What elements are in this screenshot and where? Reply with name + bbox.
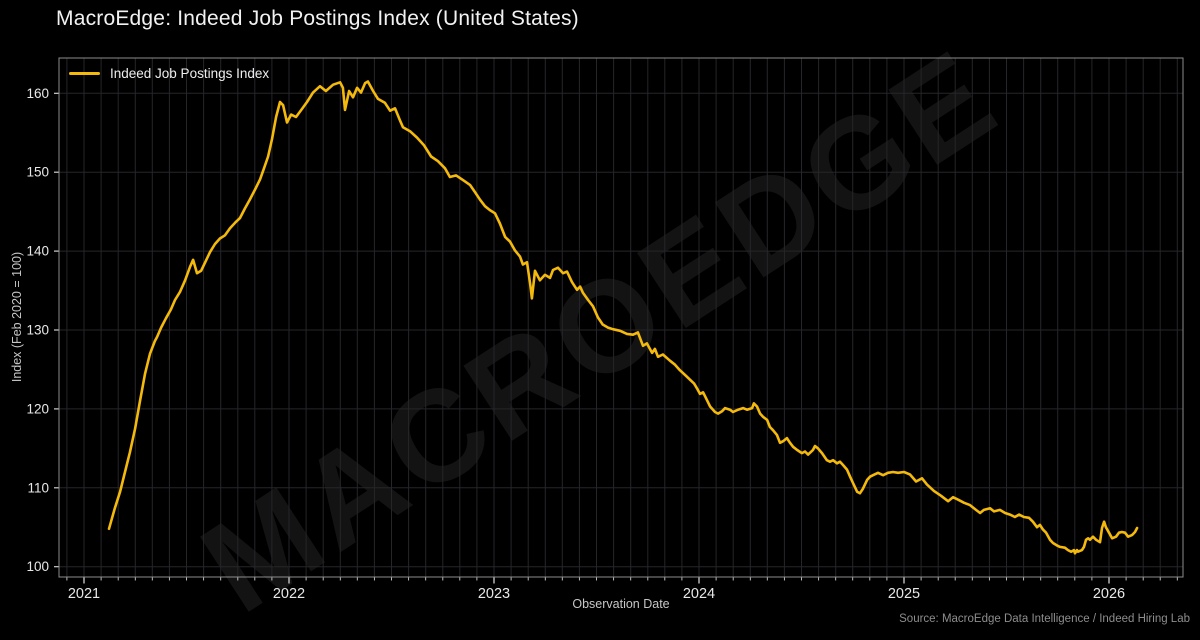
y-tick-label: 150 bbox=[26, 165, 49, 180]
x-tick-label: 2021 bbox=[68, 586, 100, 602]
y-tick-label: 120 bbox=[26, 401, 49, 416]
x-tick-label: 2023 bbox=[478, 586, 510, 602]
plot-border bbox=[58, 57, 1184, 578]
y-tick-label: 130 bbox=[26, 323, 49, 338]
chart-title: MacroEdge: Indeed Job Postings Index (Un… bbox=[56, 7, 579, 30]
x-tick-label: 2024 bbox=[683, 586, 715, 602]
x-tick-label: 2025 bbox=[888, 586, 920, 602]
y-tick-label: 110 bbox=[27, 480, 49, 495]
x-axis-title: Observation Date bbox=[572, 597, 670, 611]
y-axis-title: Index (Feb 2020 = 100) bbox=[10, 251, 24, 383]
y-tick-label: 140 bbox=[26, 244, 49, 259]
y-tick-label: 100 bbox=[26, 559, 49, 574]
series-line-indeed-job-postings-index bbox=[107, 80, 1139, 555]
legend-line-swatch bbox=[69, 71, 100, 76]
source-credit: Source: MacroEdge Data Intelligence / In… bbox=[899, 613, 1190, 625]
x-tick-label: 2026 bbox=[1093, 586, 1125, 602]
x-tick-label: 2022 bbox=[273, 586, 305, 602]
legend-label: Indeed Job Postings Index bbox=[110, 66, 270, 81]
y-tick-label: 160 bbox=[26, 86, 49, 101]
legend: Indeed Job Postings Index bbox=[69, 66, 269, 81]
